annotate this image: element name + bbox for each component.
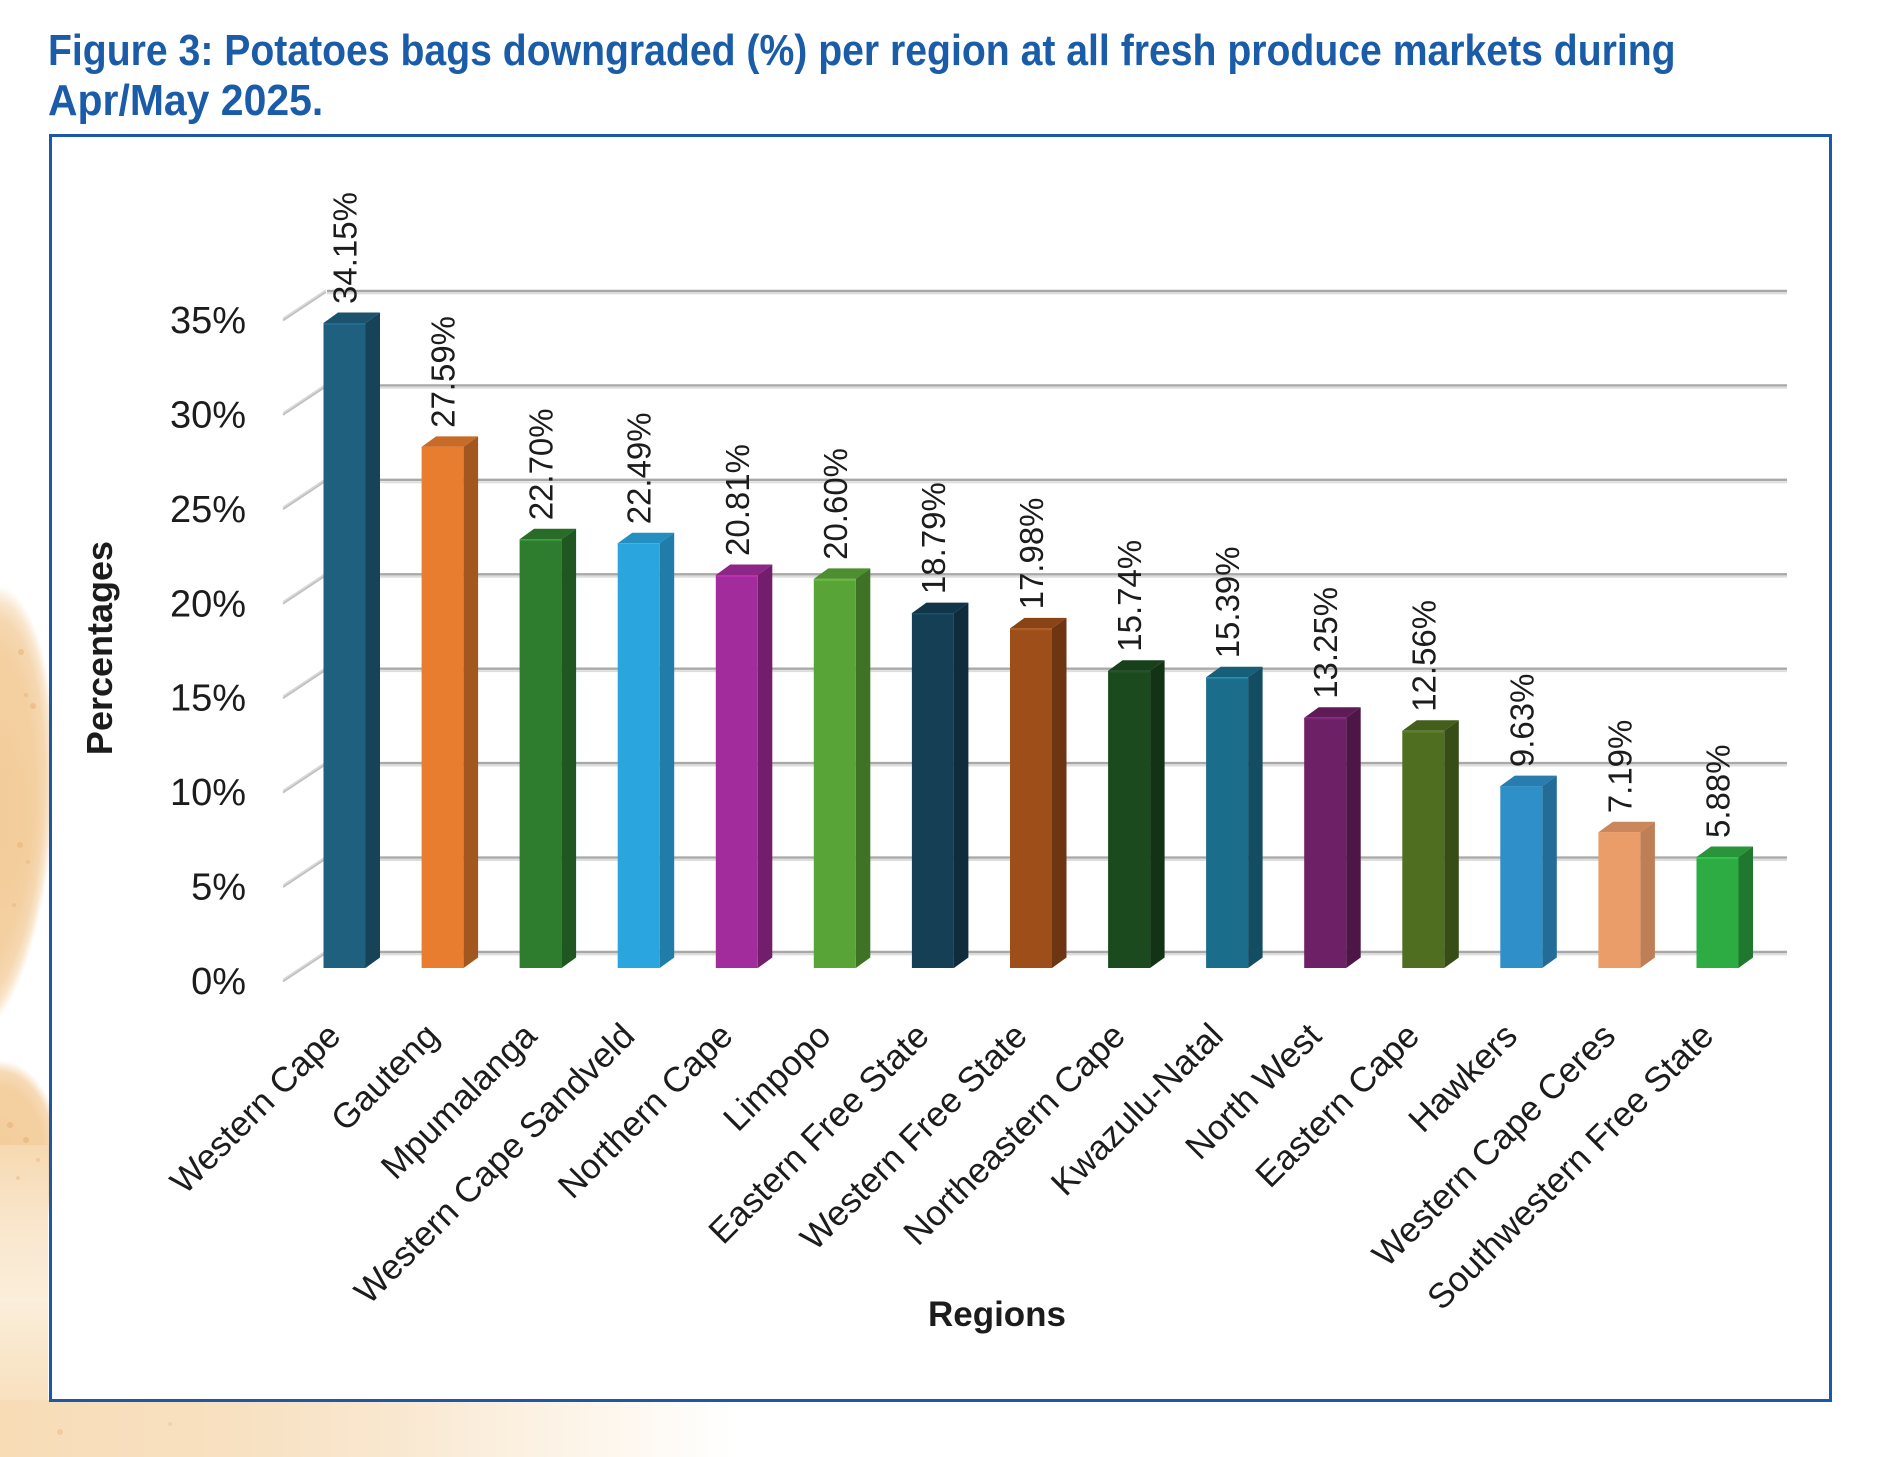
svg-text:27.59%: 27.59% xyxy=(425,316,462,428)
svg-text:15%: 15% xyxy=(170,678,246,720)
svg-text:22.70%: 22.70% xyxy=(523,408,560,520)
svg-text:34.15%: 34.15% xyxy=(327,192,364,304)
svg-text:22.49%: 22.49% xyxy=(621,412,658,524)
svg-text:5.88%: 5.88% xyxy=(1700,744,1737,838)
svg-text:20%: 20% xyxy=(170,583,246,625)
svg-text:Percentages: Percentages xyxy=(79,541,120,755)
svg-text:18.79%: 18.79% xyxy=(915,482,952,594)
svg-text:0%: 0% xyxy=(191,961,246,1003)
svg-text:9.63%: 9.63% xyxy=(1503,674,1540,768)
svg-text:Western Cape: Western Cape xyxy=(163,1016,348,1201)
svg-text:17.98%: 17.98% xyxy=(1013,497,1050,609)
svg-text:10%: 10% xyxy=(170,772,246,814)
svg-text:7.19%: 7.19% xyxy=(1601,720,1638,814)
svg-text:30%: 30% xyxy=(170,394,246,436)
svg-text:12.56%: 12.56% xyxy=(1405,600,1442,712)
svg-text:13.25%: 13.25% xyxy=(1307,587,1344,699)
svg-text:20.60%: 20.60% xyxy=(817,448,854,560)
svg-text:Regions: Regions xyxy=(928,1295,1066,1334)
svg-text:20.81%: 20.81% xyxy=(719,444,756,556)
svg-text:15.39%: 15.39% xyxy=(1209,546,1246,658)
svg-text:5%: 5% xyxy=(191,867,246,909)
svg-text:25%: 25% xyxy=(170,489,246,531)
svg-text:Kwazulu-Natal: Kwazulu-Natal xyxy=(1044,1016,1231,1203)
svg-text:35%: 35% xyxy=(170,300,246,342)
svg-text:Northern Cape: Northern Cape xyxy=(551,1016,741,1206)
svg-text:15.74%: 15.74% xyxy=(1111,540,1148,652)
